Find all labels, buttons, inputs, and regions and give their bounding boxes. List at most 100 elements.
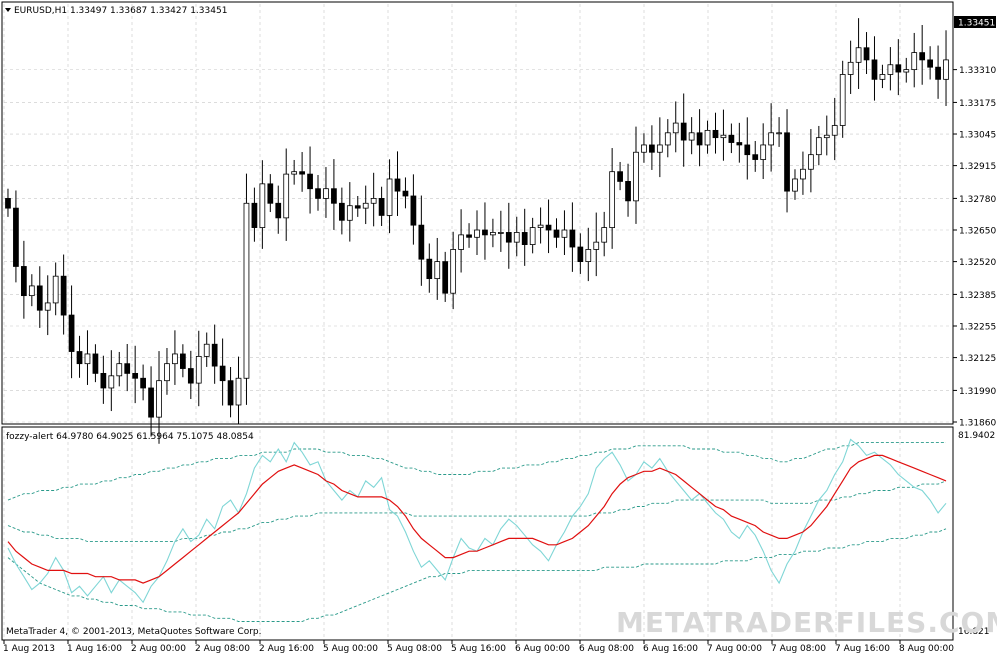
fast-line [7,438,947,604]
candle-body [243,202,250,379]
candle-body [839,74,846,126]
time-tick-label: 6 Aug 08:00 [579,644,634,654]
candle-body [633,151,639,202]
candle-body [315,188,321,199]
time-tick-label: 2 Aug 16:00 [259,644,314,654]
candle-body [919,52,926,61]
candle-body [52,275,59,304]
candle-series [5,18,949,444]
candle-body [28,285,35,297]
candle-body [378,198,385,216]
candle-body [871,59,878,80]
candle-body [927,59,933,68]
candle-body [895,64,902,73]
candle-body [760,144,767,160]
candle-body [235,377,242,406]
candle-body [752,154,759,160]
candle-body [362,202,369,209]
slow-line [7,454,947,584]
candle-body [808,154,814,170]
time-tick-label: 8 Aug 00:00 [899,644,954,654]
price-panel-border [1,1,954,425]
dropdown-triangle-icon[interactable] [5,8,11,12]
candle-body [497,232,504,234]
candle-body [744,144,751,156]
candle-body [815,137,822,156]
candle-body [354,205,361,209]
candle-body [474,229,480,238]
candle-body [776,132,782,135]
candle-body [855,47,862,63]
candle-body [529,227,536,245]
current-price-tag: 1.33451 [958,19,995,29]
current-price-tag-bg [954,16,996,28]
candle-body [712,129,719,139]
candle-body [164,363,170,382]
candle-body [44,302,51,311]
candle-body [418,224,425,260]
candle-body [903,69,910,73]
candle-body [466,234,472,238]
candle-body [720,134,727,139]
price-tick-label: 1.32255 [959,323,996,333]
candle-body [331,188,337,204]
price-tick-label: 1.33310 [959,66,996,76]
candle-body [76,351,83,365]
price-tick-label: 1.32520 [959,258,996,268]
candle-body [21,266,27,297]
candle-body [879,74,886,80]
candle-body [251,202,258,228]
indicator-tick-label: 81.9402 [958,431,995,441]
price-tick-label: 1.31990 [959,387,996,397]
candle-body [649,144,655,153]
candle-body [736,142,743,146]
candle-body [800,168,806,180]
candle-body [450,249,457,294]
price-tick-label: 1.31860 [959,419,996,429]
symbol-label: EURUSD,H1 1.33497 1.33687 1.33427 1.3345… [14,6,227,16]
lower-band-line [7,528,947,622]
price-tick-label: 1.32650 [959,227,996,237]
time-tick-label: 6 Aug 00:00 [515,644,570,654]
candle-body [561,229,568,238]
candle-body [291,171,298,175]
candle-body [664,132,671,146]
candle-body [593,241,600,250]
candle-body [84,353,91,365]
candle-body [672,122,679,134]
candle-body [513,232,520,243]
indicator-label: fozzy-alert 64.9780 64.9025 61.5964 75.1… [6,432,254,442]
time-tick-label: 2 Aug 08:00 [195,644,250,654]
price-tick-label: 1.32915 [959,162,996,172]
candle-body [124,363,131,374]
candle-body [394,178,401,192]
candle-body [116,363,123,377]
candle-body [338,202,345,221]
candle-body [482,229,488,236]
candle-body [553,229,560,238]
candle-body [728,134,735,143]
candle-body [863,47,870,61]
candle-body [656,144,663,153]
candle-body [704,129,711,146]
indicator-panel-border [1,426,954,641]
indicator-series [7,438,947,622]
price-tick-label: 1.32780 [959,195,996,205]
candle-body [187,368,194,384]
price-tick-label: 1.33045 [959,131,996,141]
candle-body [569,229,576,248]
candle-body [180,353,186,369]
indicator-tick-label: 16.821 [958,627,990,637]
candle-body [140,377,146,389]
candle-body [211,343,218,367]
candle-body [172,353,178,365]
time-tick-label: 7 Aug 16:00 [835,644,890,654]
candle-body [625,181,631,202]
indicator-axis: 81.9402 16.821 [958,431,995,637]
chart-frames [1,1,954,641]
candle-body [195,355,202,384]
candle-body [545,224,552,231]
candle-body [68,314,75,352]
price-axis: 1.33310 1.33175 1.33045 1.32915 1.32780 1.326… [953,66,996,429]
